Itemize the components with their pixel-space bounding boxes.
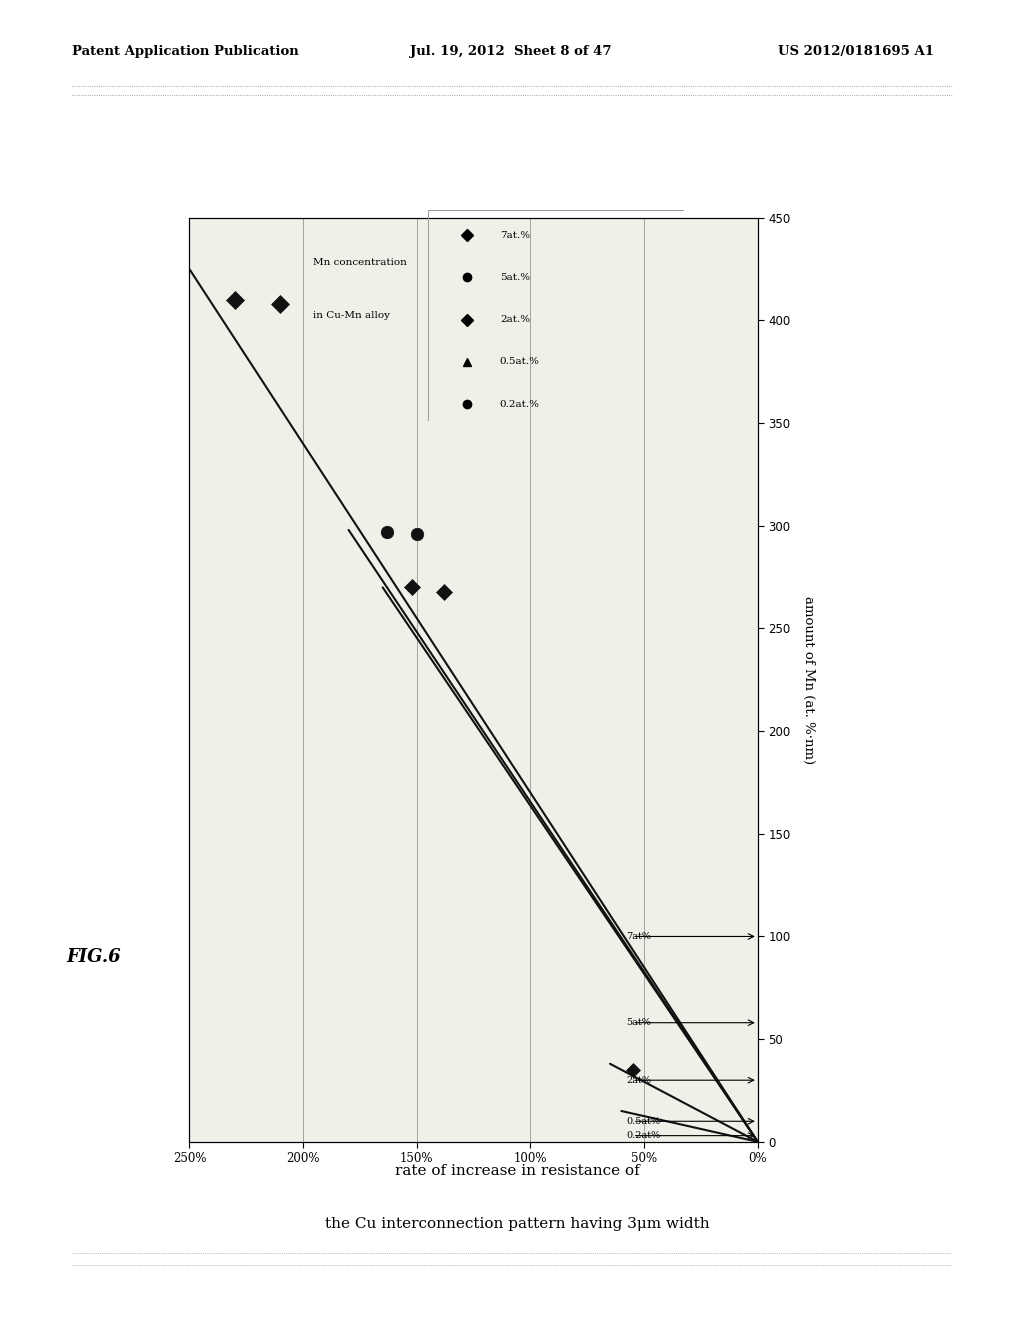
Text: 5at.%: 5at.%: [500, 273, 530, 282]
Text: Mn concentration: Mn concentration: [313, 259, 407, 267]
Text: 0.5at%: 0.5at%: [626, 1117, 660, 1126]
Text: 7at%: 7at%: [626, 932, 651, 941]
Text: Jul. 19, 2012  Sheet 8 of 47: Jul. 19, 2012 Sheet 8 of 47: [410, 45, 611, 58]
Text: 7at.%: 7at.%: [500, 231, 530, 240]
Text: 0.2at.%: 0.2at.%: [500, 400, 540, 409]
Text: 0.5at.%: 0.5at.%: [500, 358, 540, 367]
Text: the Cu interconnection pattern having 3μm width: the Cu interconnection pattern having 3μ…: [326, 1217, 710, 1232]
Text: 2at.%: 2at.%: [500, 315, 530, 325]
Text: rate of increase in resistance of: rate of increase in resistance of: [395, 1164, 640, 1177]
Text: in Cu-Mn alloy: in Cu-Mn alloy: [313, 312, 390, 319]
Text: Patent Application Publication: Patent Application Publication: [72, 45, 298, 58]
Text: 5at%: 5at%: [626, 1018, 651, 1027]
Y-axis label: amount of Mn (at. %·nm): amount of Mn (at. %·nm): [803, 595, 815, 764]
Text: US 2012/0181695 A1: US 2012/0181695 A1: [778, 45, 934, 58]
Text: FIG.6: FIG.6: [67, 948, 121, 966]
Text: 2at%: 2at%: [626, 1076, 651, 1085]
Text: 0.2at%: 0.2at%: [626, 1131, 660, 1140]
